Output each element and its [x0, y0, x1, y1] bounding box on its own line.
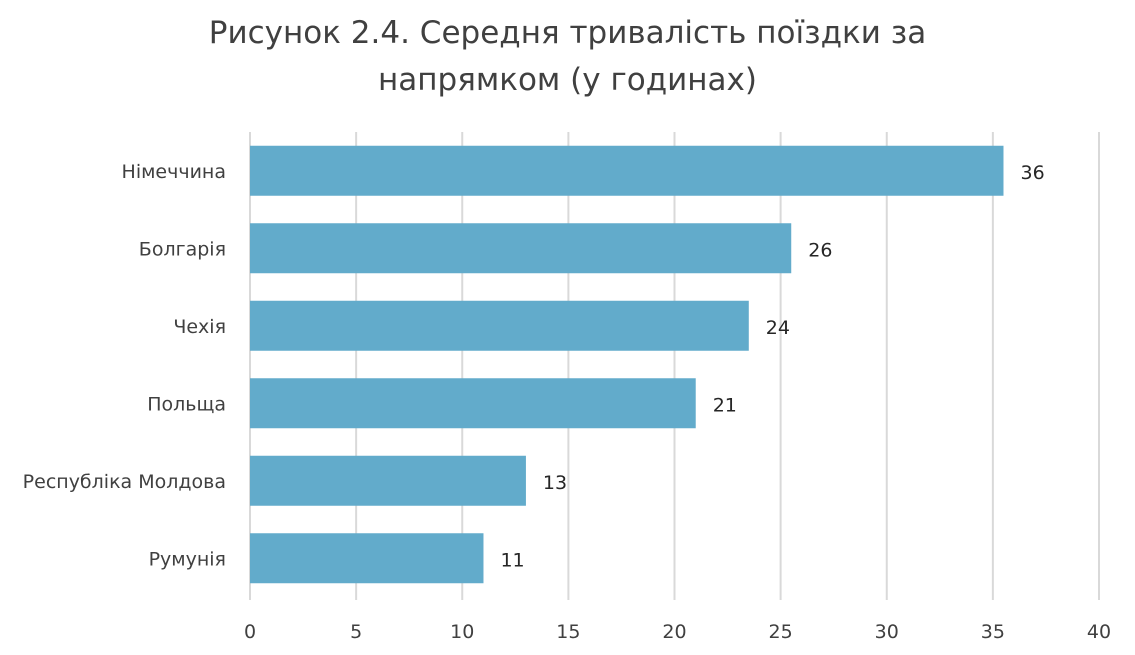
chart-title: Рисунок 2.4. Середня тривалість поїздки … — [0, 10, 1135, 104]
bars — [250, 145, 1004, 584]
x-tick-label: 30 — [875, 621, 899, 643]
bar — [250, 223, 792, 274]
data-label: 26 — [808, 239, 832, 261]
category-label: Польща — [147, 393, 226, 415]
bar — [250, 145, 1004, 196]
x-tick-label: 25 — [769, 621, 793, 643]
chart-title-line-2: напрямком (у годинах) — [377, 62, 757, 98]
x-tick-label: 5 — [350, 621, 362, 643]
bar — [250, 455, 526, 506]
category-label: Чехія — [173, 316, 226, 338]
bar — [250, 378, 696, 429]
labels: 0 5 10 15 20 25 30 35 40 Німеччина 36 Болгарія 26 Чех… — [23, 161, 1111, 643]
data-label: 21 — [713, 394, 737, 416]
category-label: Румунія — [149, 548, 226, 570]
gridlines — [249, 132, 1100, 600]
x-tick-label: 20 — [662, 621, 686, 643]
x-tick-label: 15 — [556, 621, 580, 643]
x-tick-label: 40 — [1087, 621, 1111, 643]
x-tick-label: 10 — [450, 621, 474, 643]
data-label: 24 — [766, 317, 790, 339]
data-label: 13 — [543, 472, 567, 494]
x-tick-label: 0 — [244, 621, 256, 643]
category-label: Болгарія — [139, 238, 226, 260]
chart-title-line-1: Рисунок 2.4. Середня тривалість поїздки … — [208, 15, 927, 51]
x-tick-label: 35 — [981, 621, 1005, 643]
category-label: Республіка Молдова — [23, 471, 226, 493]
bar — [250, 533, 484, 584]
bar — [250, 300, 749, 351]
data-label: 36 — [1020, 162, 1044, 184]
category-label: Німеччина — [122, 161, 226, 183]
data-label: 11 — [500, 549, 524, 571]
